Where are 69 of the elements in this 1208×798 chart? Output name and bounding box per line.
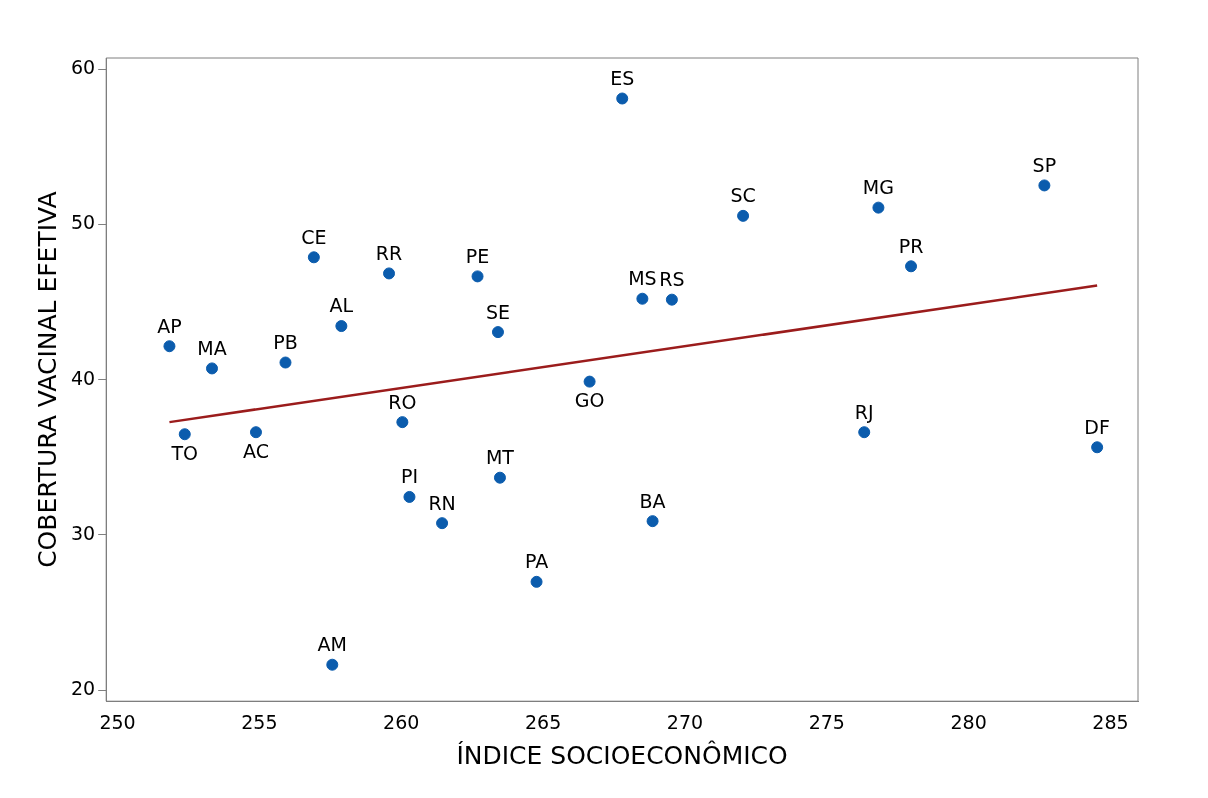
point — [872, 201, 885, 214]
annotation: AL — [329, 294, 354, 317]
annotation: RJ — [854, 400, 874, 423]
point — [206, 362, 218, 375]
annotation: PA — [524, 550, 549, 573]
annotation: DF — [1084, 415, 1110, 438]
annotation: AP — [157, 314, 182, 337]
point — [279, 356, 292, 369]
annotation: TO — [170, 441, 199, 464]
annotation: AM — [317, 633, 347, 656]
x-tick-label: 275 — [808, 710, 845, 733]
point — [471, 270, 484, 283]
point — [530, 575, 543, 588]
annotation: RN — [428, 491, 456, 514]
annotation: BA — [639, 489, 666, 512]
point — [646, 515, 659, 528]
x-axis-title: ÍNDICE SOCIOECONÔMICO — [456, 739, 788, 770]
point — [163, 340, 176, 353]
annotation: PE — [465, 244, 490, 267]
x-tick-label: 250 — [99, 710, 136, 733]
point — [616, 92, 629, 105]
point — [436, 517, 449, 530]
point — [178, 428, 191, 441]
annotation: PR — [898, 234, 924, 257]
annotation: ES — [610, 66, 635, 89]
point — [636, 292, 649, 305]
point — [335, 320, 348, 333]
point — [493, 471, 506, 484]
annotation: GO — [574, 389, 605, 412]
point — [737, 209, 750, 222]
x-tick-label: 260 — [383, 710, 420, 733]
y-tick-label: 40 — [70, 366, 96, 389]
y-tick-label: 60 — [70, 56, 96, 79]
annotation: SC — [730, 184, 756, 207]
y-tick-label: 50 — [70, 211, 96, 234]
point — [583, 375, 596, 388]
point — [491, 326, 504, 339]
point — [858, 426, 871, 439]
point — [1038, 179, 1051, 192]
x-tick-label: 255 — [241, 710, 278, 733]
annotation: SE — [485, 300, 511, 323]
point — [326, 658, 339, 671]
y-axis-title: COBERTURA VACINAL EFETIVA — [32, 191, 62, 568]
y-tick-label: 20 — [70, 676, 96, 699]
annotation: PI — [400, 465, 418, 488]
y-tick-label: 30 — [70, 521, 96, 544]
x-tick-label: 280 — [950, 710, 987, 733]
annotation: RR — [375, 241, 403, 264]
x-tick-label: 265 — [524, 710, 562, 733]
annotation: MT — [485, 446, 515, 469]
x-tick-label: 270 — [666, 710, 704, 733]
point — [383, 267, 396, 280]
point — [403, 490, 416, 503]
x-tick-label: 285 — [1092, 710, 1129, 733]
annotation: CE — [301, 225, 327, 248]
point — [249, 426, 262, 439]
point — [905, 260, 918, 273]
annotation: RO — [388, 390, 417, 413]
annotation: RS — [659, 268, 685, 291]
annotation: MS — [628, 267, 657, 290]
point — [665, 293, 678, 306]
annotation: AC — [243, 439, 269, 462]
annotation: MG — [862, 176, 894, 199]
point — [307, 251, 320, 264]
annotation: PB — [273, 330, 298, 353]
point — [396, 416, 409, 429]
annotation: MA — [197, 336, 227, 359]
point — [1091, 441, 1104, 454]
annotation: SP — [1032, 153, 1057, 176]
